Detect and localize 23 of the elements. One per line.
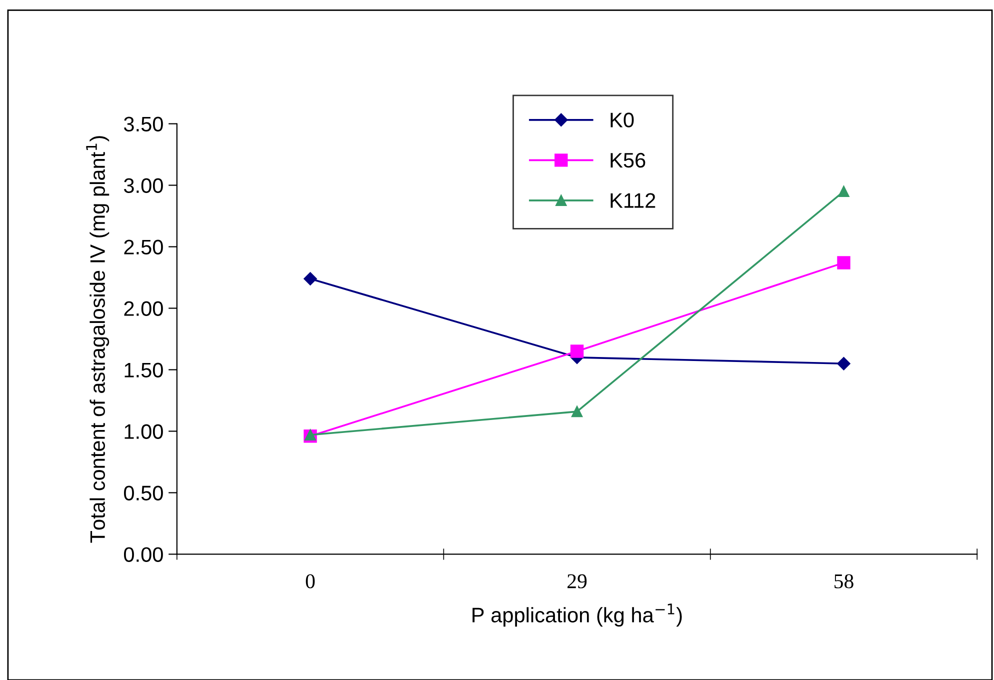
legend-label: K112 [610, 193, 656, 208]
y-tick-label: 0.50 [124, 486, 163, 500]
point [837, 356, 850, 370]
y-tick-label: 1.00 [124, 424, 163, 439]
x-tick-label: 58 [834, 574, 854, 588]
point [570, 344, 584, 358]
y-tick-label: 3.50 [124, 116, 163, 132]
x-axis-title: P application (kg ha$^{−1}$) [472, 604, 682, 627]
y-tick-label: 2.00 [124, 301, 163, 316]
point [838, 186, 850, 197]
y-tick-label: 2.50 [124, 240, 163, 254]
x-tick-label: 29 [568, 574, 587, 588]
point [304, 429, 316, 440]
point [571, 406, 583, 418]
y-tick-label: 0.00 [124, 547, 163, 562]
legend-label: K0 [610, 112, 634, 128]
y-tick-label: 1.50 [124, 362, 163, 378]
legend-label: K56 [610, 152, 646, 168]
x-tick-label: 0 [306, 574, 315, 588]
point [837, 256, 850, 270]
point [304, 272, 317, 286]
y-axis-title: Total content of astragaloside IV (mg plant$^{1}$) [86, 136, 110, 543]
y-tick-label: 3.00 [124, 178, 163, 194]
